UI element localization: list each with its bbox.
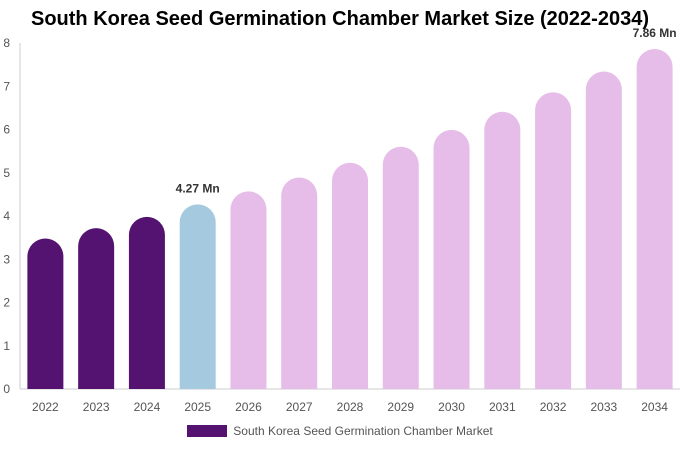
x-tick-label: 2023 [83,400,110,414]
bar-2027 [281,177,318,389]
data-label: 7.86 Mn [633,26,677,40]
y-tick-label: 8 [3,36,10,50]
bar-2030 [433,129,470,390]
x-tick-label: 2027 [286,400,313,414]
bar-2026 [230,191,267,389]
x-tick-label: 2033 [590,400,617,414]
bar-2034 [636,49,673,390]
x-tick-label: 2032 [540,400,567,414]
bar-2022 [27,238,64,389]
y-tick-label: 5 [3,166,10,180]
y-tick-label: 7 [3,79,10,93]
bar-2024 [128,216,165,389]
bar-2031 [484,111,521,389]
x-tick-label: 2031 [489,400,516,414]
bar-2028 [332,162,368,389]
x-tick-label: 2022 [32,400,59,414]
y-tick-label: 0 [3,382,10,396]
x-tick-label: 2029 [387,400,414,414]
x-tick-label: 2025 [184,400,211,414]
bar-2023 [78,228,115,389]
x-tick-label: 2034 [641,400,668,414]
x-tick-label: 2030 [438,400,465,414]
legend-swatch [187,425,228,437]
chart-title: South Korea Seed Germination Chamber Mar… [31,8,649,30]
bar-2033 [585,71,622,389]
data-label: 4.27 Mn [176,181,220,195]
x-tick-label: 2026 [235,400,262,414]
y-tick-label: 1 [3,339,10,353]
y-tick-label: 2 [3,296,10,310]
y-tick-label: 3 [3,252,10,266]
chart-legend: South Korea Seed Germination Chamber Mar… [0,424,680,438]
x-tick-label: 2024 [134,400,161,414]
y-tick-label: 4 [3,209,10,223]
x-tick-label: 2028 [337,400,364,414]
bar-2029 [382,146,419,389]
bar-2025 [179,204,216,389]
bar-2032 [535,92,572,390]
y-tick-label: 6 [3,123,10,137]
legend-label: South Korea Seed Germination Chamber Mar… [233,424,493,438]
